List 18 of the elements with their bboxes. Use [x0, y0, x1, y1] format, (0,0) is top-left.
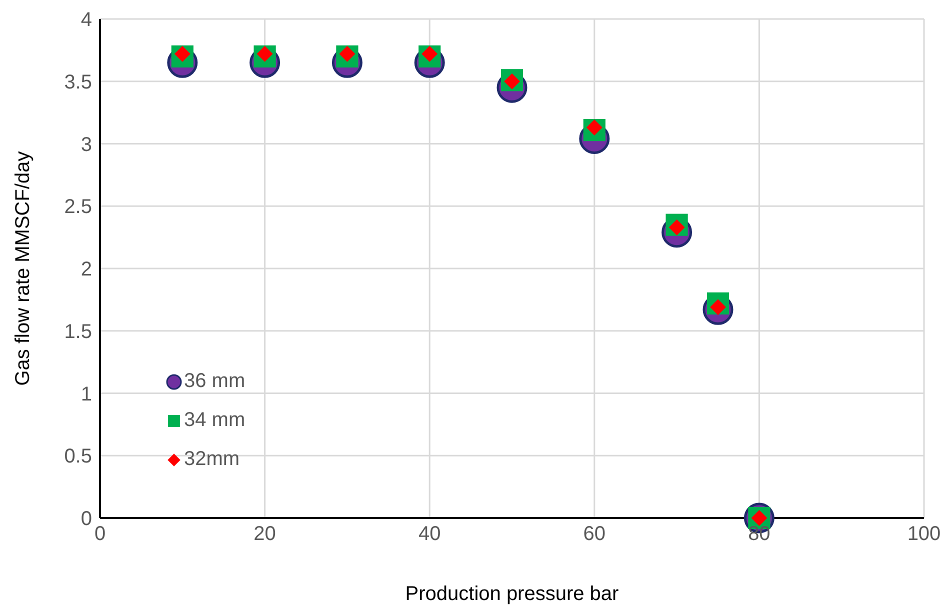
- y-axis-title: Gas flow rate MMSCF/day: [12, 151, 34, 386]
- x-tick-label: 100: [907, 523, 941, 546]
- x-axis-title: Production pressure bar: [405, 583, 620, 605]
- y-tick-label: 2: [80, 258, 92, 281]
- y-tick-label: 3: [80, 134, 92, 156]
- y-tick-label: 0: [80, 508, 92, 530]
- x-tick-label: 40: [418, 523, 441, 546]
- y-tick-label: 4: [80, 9, 92, 32]
- legend-label: 32mm: [184, 448, 240, 471]
- legend-label: 36 mm: [184, 370, 246, 393]
- x-tick-label: 20: [254, 523, 276, 546]
- y-tick-label: 2.5: [64, 196, 92, 218]
- y-tick-label: 1: [80, 383, 92, 406]
- y-tick-label: 3.5: [64, 71, 92, 94]
- y-tick-label: 0.5: [64, 446, 92, 468]
- legend-label: 34 mm: [184, 409, 246, 432]
- y-tick-label: 1.5: [64, 320, 92, 343]
- x-tick-label: 60: [583, 523, 606, 546]
